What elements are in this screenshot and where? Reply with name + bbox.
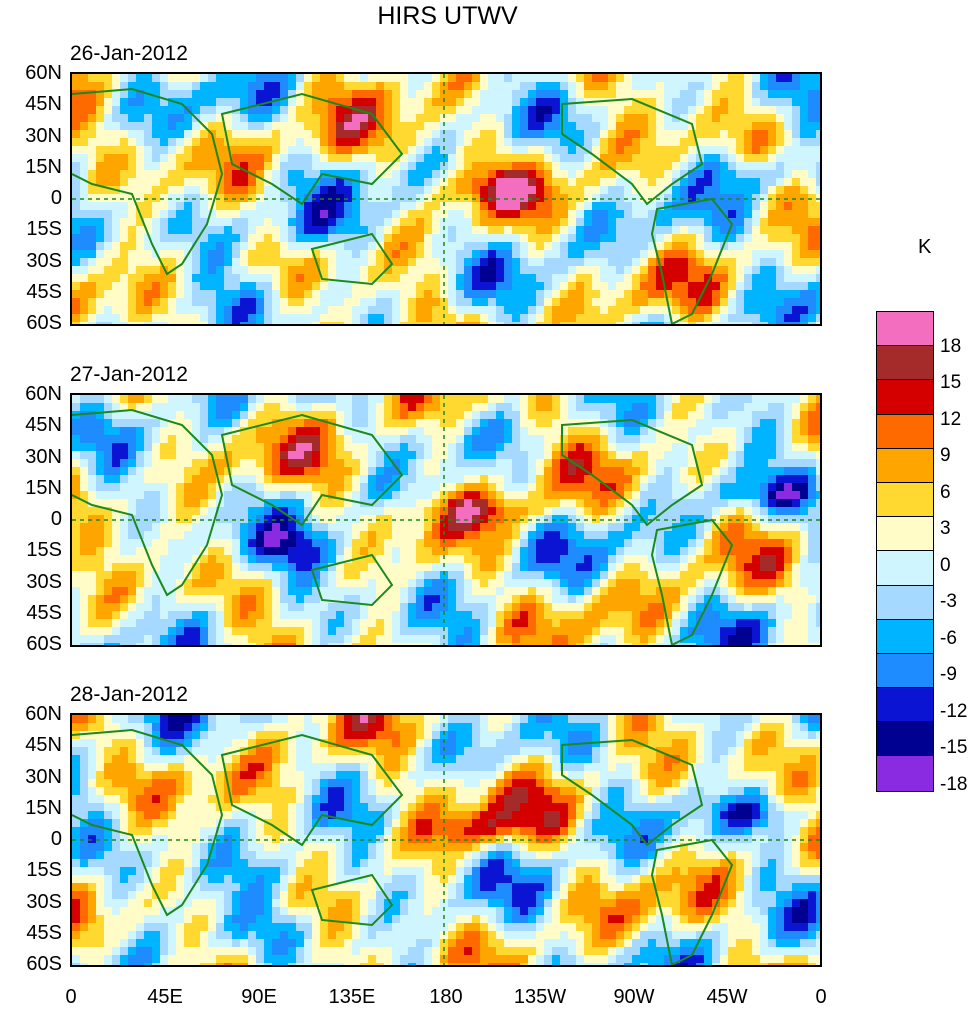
colorbar-swatch [877,722,933,757]
lat-label: 45S [26,921,62,944]
lat-label: 15N [25,155,62,178]
colorbar-level-label: 6 [940,481,951,503]
lon-label: 0 [65,986,77,1008]
lon-label: 135W [513,986,567,1008]
lat-label: 0 [50,187,62,209]
lat-label: 30S [26,249,62,272]
lat-label: 45S [26,601,62,624]
map-plot-area [70,713,822,967]
lat-label: 15N [25,476,62,499]
coastline [72,728,224,917]
colorbar-level-label: -6 [940,627,957,649]
lat-label: 30S [26,570,62,593]
coastline [72,408,224,597]
map-panel-2: 27-Jan-2012 [0,361,840,661]
colorbar-swatch [877,756,933,791]
lat-label: 45N [25,93,62,116]
colorbar-swatch [877,448,933,483]
colorbar-level-label: 3 [940,518,951,539]
chart-title: HIRS UTWV [377,2,518,30]
colorbar-level-label: -12 [940,700,968,722]
colorbar-swatch [877,551,933,586]
colorbar-level-label: -3 [940,591,957,612]
lat-label: 15S [26,859,62,882]
lat-label: 15N [25,796,62,819]
lat-label: 60N [25,62,62,84]
lat-label: 60N [25,383,62,405]
coastline [310,873,394,927]
lat-label: 60S [26,953,62,975]
colorbar [876,311,934,792]
colorbar-level-label: -18 [940,773,968,795]
lon-label: 45W [706,986,748,1008]
colorbar-swatch [877,346,933,381]
colorbar-swatch [877,482,933,518]
colorbar-swatch [877,619,933,654]
coastline [561,738,704,847]
lat-label: 0 [50,828,62,850]
colorbar-swatch [877,585,933,620]
map-panel-1: 26-Jan-2012 [0,40,840,340]
colorbar-level-label: 12 [940,408,962,430]
coastline [72,87,224,276]
lon-label: 135E [328,986,376,1008]
colorbar-level-label: 18 [940,335,962,357]
colorbar-level-label: 15 [940,372,962,393]
utwv-field [72,74,820,324]
map-plot-area [70,393,822,647]
colorbar-level-label: 0 [940,554,951,576]
lat-label: 60S [26,312,62,334]
coastline [220,92,404,206]
lon-label: 45E [147,986,183,1008]
coastline [310,232,394,286]
coastline [650,838,734,965]
colorbar-swatch [877,653,933,689]
colorbar-level-label: -15 [940,737,968,758]
lon-label: 0 [815,986,827,1008]
panel-date: 26-Jan-2012 [70,42,188,65]
lat-label: 30N [25,765,62,788]
colorbar-level-label: -9 [940,664,957,685]
lon-label: 90W [613,986,655,1008]
lat-label: 45N [25,414,62,437]
coastline [561,418,704,527]
map-panel-3: 28-Jan-2012 [0,681,840,981]
colorbar-swatch [877,517,933,552]
panel-date: 28-Jan-2012 [70,683,188,706]
lat-label: 45N [25,734,62,757]
colorbar-swatch [877,312,933,347]
colorbar-unit: K [918,236,932,258]
coastline [561,97,704,206]
lat-label: 30S [26,890,62,913]
utwv-field [72,715,820,965]
coastline [650,197,734,324]
longitude-axis: 0 45E 90E 135E 180 135W 90W 45W 0 [0,986,860,1014]
utwv-field [72,395,820,645]
colorbar-swatch [877,414,933,449]
coastline [650,518,734,645]
lat-label: 60S [26,633,62,655]
lat-label: 15S [26,539,62,562]
lon-label: 180 [429,986,463,1008]
colorbar-swatch [877,380,933,415]
map-plot-area [70,72,822,326]
lat-label: 15S [26,218,62,241]
coastline [220,413,404,527]
coastline [310,553,394,607]
lat-label: 45S [26,280,62,303]
colorbar-level-label: 9 [940,445,951,466]
panel-date: 27-Jan-2012 [70,363,188,386]
colorbar-swatch [877,688,933,723]
lat-label: 30N [25,445,62,468]
lat-label: 0 [50,508,62,530]
coastline [220,733,404,847]
lat-label: 60N [25,703,62,725]
lat-label: 30N [25,124,62,147]
lon-label: 90E [241,986,277,1008]
